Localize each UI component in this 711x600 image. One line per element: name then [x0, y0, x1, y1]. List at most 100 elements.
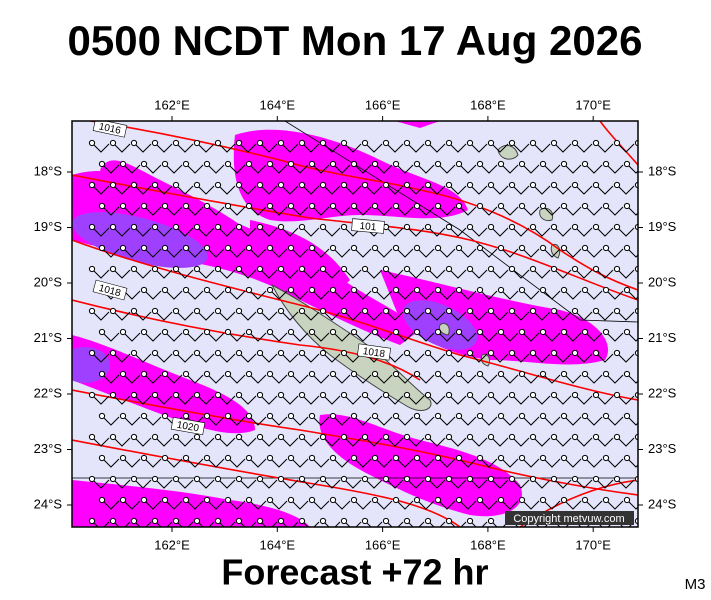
wind-barb: [91, 478, 110, 489]
barb-station: [182, 202, 190, 210]
wind-barb: [626, 163, 638, 174]
lon-label: 170°E: [575, 97, 611, 112]
barb-station: [571, 349, 579, 357]
barb-station: [298, 223, 306, 231]
barb-station: [466, 517, 474, 525]
barb-station: [392, 244, 400, 252]
wind-barb: [259, 268, 278, 279]
isobar-label-box: [92, 279, 128, 301]
barb-station: [319, 265, 327, 273]
barb-station: [161, 412, 169, 420]
barb-station: [140, 328, 148, 336]
wind-barb: [175, 352, 194, 363]
wind-barb: [406, 184, 425, 195]
wind-barb: [112, 142, 131, 153]
barb-station: [550, 433, 558, 441]
barb-station: [403, 391, 411, 399]
wind-barb: [133, 310, 152, 321]
lon-label: 164°E: [260, 537, 296, 552]
wind-barb: [91, 268, 110, 279]
wind-barb: [374, 289, 393, 300]
barb-station: [225, 539, 230, 544]
wind-barb: [175, 268, 194, 279]
lat-label: 22°S: [34, 385, 63, 400]
wind-barb: [448, 520, 467, 527]
wind-barb: [584, 457, 603, 468]
wind-barb: [322, 226, 341, 237]
wind-barb: [185, 247, 204, 258]
wind-barb: [290, 331, 309, 342]
barb-station: [519, 539, 524, 544]
wind-barb: [616, 310, 635, 321]
barb-station: [308, 244, 316, 252]
wind-barb: [416, 247, 435, 258]
wind-barb: [353, 163, 372, 174]
wind-barb: [626, 205, 638, 216]
lon-label: 168°E: [470, 537, 506, 552]
barb-station: [560, 370, 568, 378]
wind-barb: [427, 310, 446, 321]
wind-barb: [175, 142, 194, 153]
wind-barb: [154, 226, 173, 237]
wind-barb: [469, 310, 488, 321]
barb-station: [434, 412, 442, 420]
wind-barb: [91, 352, 110, 363]
wind-barb: [395, 163, 414, 174]
barb-station: [266, 496, 274, 504]
barb-station: [298, 517, 306, 525]
barb-station: [140, 412, 148, 420]
wind-barb: [511, 268, 530, 279]
wind-barb: [563, 331, 582, 342]
wind-barb: [469, 394, 488, 405]
wind-barb: [427, 184, 446, 195]
wind-barb: [311, 331, 330, 342]
barb-station: [592, 475, 600, 483]
wind-barb: [227, 205, 246, 216]
wind-barb: [353, 499, 372, 510]
wind-barb: [574, 310, 593, 321]
barb-station: [193, 139, 201, 147]
barb-station: [581, 286, 589, 294]
barb-station: [613, 433, 621, 441]
barb-station: [182, 496, 190, 504]
wind-barb: [238, 352, 257, 363]
wind-barb: [500, 163, 519, 174]
barb-station: [287, 160, 295, 168]
wind-barb: [563, 247, 582, 258]
isobar-label-text: 1020: [176, 420, 200, 435]
wind-barb: [154, 142, 173, 153]
wind-barb: [332, 331, 351, 342]
wind-barb: [301, 142, 320, 153]
wind-barb: [133, 226, 152, 237]
wind-barb: [238, 142, 257, 153]
barb-station: [277, 223, 285, 231]
barb-station: [298, 391, 306, 399]
barb-station: [235, 223, 243, 231]
barb-station: [508, 349, 516, 357]
barb-station: [329, 328, 337, 336]
wind-barb: [385, 478, 404, 489]
barb-station: [224, 496, 232, 504]
barb-station: [487, 307, 495, 315]
barb-station: [109, 433, 117, 441]
wind-barb: [269, 457, 288, 468]
wind-barb: [301, 310, 320, 321]
barb-station: [277, 517, 285, 525]
barb-station: [487, 223, 495, 231]
wind-barb: [154, 310, 173, 321]
barb-station: [392, 202, 400, 210]
wind-barb: [91, 142, 110, 153]
wind-barb: [133, 184, 152, 195]
wind-barb: [301, 226, 320, 237]
wind-barb: [500, 331, 519, 342]
barb-station: [403, 433, 411, 441]
barb-station: [550, 223, 558, 231]
barb-station: [571, 223, 579, 231]
barb-station: [413, 370, 421, 378]
wind-barb: [343, 478, 362, 489]
wind-barb: [385, 520, 404, 527]
barb-station: [161, 286, 169, 294]
barb-station: [172, 517, 180, 525]
wind-barb: [648, 416, 665, 425]
wind-barb: [616, 478, 635, 489]
